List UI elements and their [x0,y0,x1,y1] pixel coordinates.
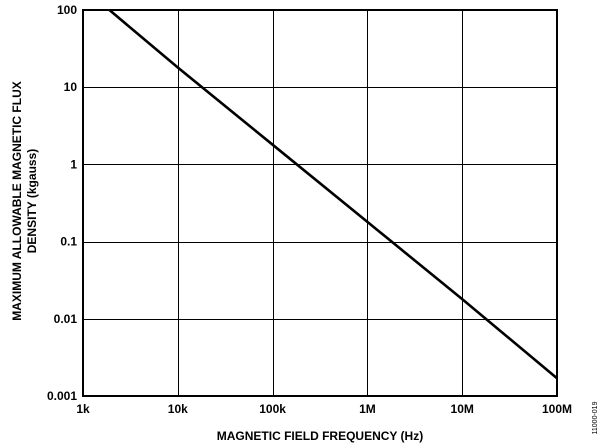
x-tick-labels: 1k 10k 100k 1M 10M 100M [76,402,572,416]
y-tick-label: 0.1 [60,235,77,249]
y-axis-title: MAXIMUM ALLOWABLE MAGNETIC FLUX DENSITY … [10,81,39,321]
y-tick-label: 100 [57,3,77,17]
x-tick-label: 100M [542,402,572,416]
figure-code: 11000-019 [592,401,599,434]
y-tick-labels: 0.001 0.01 0.1 1 10 100 [47,3,77,403]
flux-density-line [108,9,558,380]
y-tick-label: 0.01 [54,312,78,326]
y-axis-title-line-2: DENSITY (kgauss) [25,149,39,253]
y-tick-label: 1 [70,157,77,171]
x-tick-label: 1k [76,402,90,416]
x-tick-label: 10M [451,402,474,416]
y-tick-label: 0.001 [47,389,77,403]
x-axis-title: MAGNETIC FIELD FREQUENCY (Hz) [217,429,423,443]
x-tick-label: 10k [168,402,188,416]
y-axis-title-line-1: MAXIMUM ALLOWABLE MAGNETIC FLUX [10,81,24,321]
series-layer [108,9,558,380]
x-tick-label: 100k [259,402,286,416]
x-tick-label: 1M [359,402,376,416]
grid [83,10,558,397]
y-tick-label: 10 [64,80,78,94]
plot-frame [82,9,558,397]
